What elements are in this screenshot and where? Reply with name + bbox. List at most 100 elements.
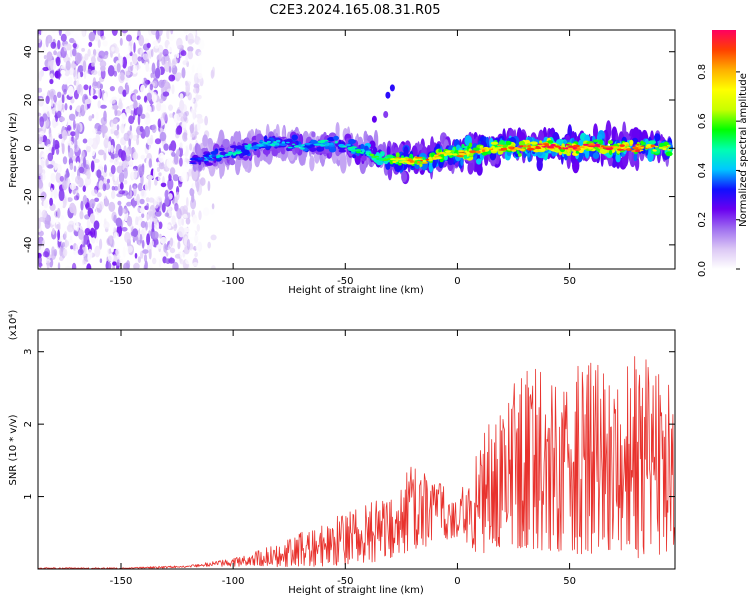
signal-track-blob	[654, 145, 659, 148]
signal-track-blob	[401, 171, 408, 183]
noise-blob	[137, 256, 141, 263]
signal-track-blob	[464, 150, 468, 152]
noise-blob	[150, 72, 154, 79]
noise-blob	[84, 53, 89, 61]
noise-blob	[48, 182, 51, 188]
noise-blob	[156, 166, 161, 173]
noise-blob	[109, 235, 113, 245]
noise-blob	[53, 188, 58, 199]
noise-blob	[207, 180, 211, 192]
noise-blob	[51, 246, 55, 257]
signal-track-blob	[275, 139, 281, 143]
snr-x-label: Height of straight line (km)	[288, 585, 424, 596]
noise-blob	[123, 167, 128, 179]
noise-blob	[160, 103, 167, 114]
signal-track-blob	[274, 144, 280, 147]
noise-blob	[64, 103, 68, 111]
signal-track-blob	[565, 143, 570, 146]
noise-blob	[39, 116, 44, 128]
noise-blob	[56, 147, 60, 155]
signal-track-blob	[230, 145, 238, 149]
noise-blob	[87, 138, 94, 146]
signal-track-blob	[351, 149, 358, 152]
noise-blob	[177, 241, 181, 250]
noise-blob	[41, 191, 47, 199]
signal-track-blob	[299, 147, 305, 150]
noise-blob	[98, 201, 104, 211]
signal-track-blob	[650, 144, 656, 148]
signal-track-blob	[271, 149, 278, 157]
noise-blob	[55, 125, 62, 134]
signal-track-blob	[219, 159, 223, 180]
signal-track-blob	[438, 148, 442, 153]
noise-blob	[97, 229, 101, 234]
signal-track-blob	[251, 146, 259, 149]
noise-blob	[113, 159, 119, 166]
signal-track-blob	[645, 145, 649, 148]
noise-blob	[95, 111, 99, 120]
noise-blob	[46, 34, 53, 44]
noise-blob	[117, 94, 121, 100]
noise-blob	[171, 84, 175, 95]
y-tick-label: 20	[23, 94, 34, 107]
noise-blob	[105, 261, 112, 269]
noise-blob	[90, 87, 94, 98]
noise-blob	[115, 248, 120, 256]
noise-blob	[110, 164, 116, 175]
noise-blob	[91, 114, 95, 119]
signal-track-blob	[376, 158, 380, 160]
x-tick-label: -150	[110, 276, 133, 287]
signal-track-blob	[197, 144, 201, 156]
noise-blob	[189, 249, 196, 256]
signal-track-blob	[544, 144, 550, 147]
noise-blob	[108, 141, 111, 150]
signal-track-blob	[662, 147, 667, 151]
noise-blob	[93, 158, 100, 163]
signal-track-blob	[629, 144, 633, 146]
noise-blob	[120, 255, 126, 265]
signal-track-blob	[435, 157, 443, 159]
signal-track-blob	[439, 151, 446, 155]
signal-track-blob	[633, 153, 638, 162]
signal-track-blob	[414, 158, 419, 161]
noise-blob	[97, 192, 102, 198]
noise-blob	[64, 240, 70, 247]
noise-blob	[176, 149, 181, 157]
noise-blob	[61, 129, 68, 141]
colorbar-gradient	[712, 30, 736, 269]
spectrogram-panel: -150 -100 -50 0 50 -40 -20 0 20 40 Height of str…	[8, 29, 676, 296]
noise-blob	[192, 262, 199, 267]
noise-blob	[69, 49, 73, 58]
noise-blob	[86, 263, 92, 269]
noise-blob	[136, 134, 140, 139]
noise-blob	[82, 60, 87, 73]
noise-blob	[86, 145, 92, 153]
signal-track-blob	[304, 142, 313, 145]
signal-track-blob	[556, 138, 565, 146]
noise-blob	[129, 190, 133, 198]
signal-track-blob	[517, 147, 521, 150]
noise-blob	[38, 164, 43, 177]
signal-track-blob	[369, 140, 376, 149]
noise-blob	[38, 97, 44, 107]
noise-blob	[132, 228, 139, 238]
noise-blob	[179, 157, 183, 167]
noise-blob	[38, 33, 42, 44]
noise-blob	[120, 112, 127, 125]
signal-track-blob	[511, 149, 517, 152]
noise-blob	[103, 92, 107, 103]
signal-track-blob	[196, 159, 202, 162]
signal-track-blob	[588, 147, 592, 150]
signal-track-blob	[444, 154, 448, 161]
signal-track-blob	[468, 142, 473, 148]
spectrogram-x-label: Height of straight line (km)	[288, 285, 424, 296]
noise-blob	[62, 75, 68, 85]
noise-blob	[54, 162, 58, 171]
signal-track-blob	[605, 147, 614, 151]
noise-blob	[197, 72, 203, 80]
noise-blob	[120, 123, 125, 134]
noise-blob	[101, 191, 108, 199]
noise-blob	[135, 216, 139, 227]
signal-track-blob	[637, 145, 641, 149]
signal-track-blob	[432, 160, 437, 169]
